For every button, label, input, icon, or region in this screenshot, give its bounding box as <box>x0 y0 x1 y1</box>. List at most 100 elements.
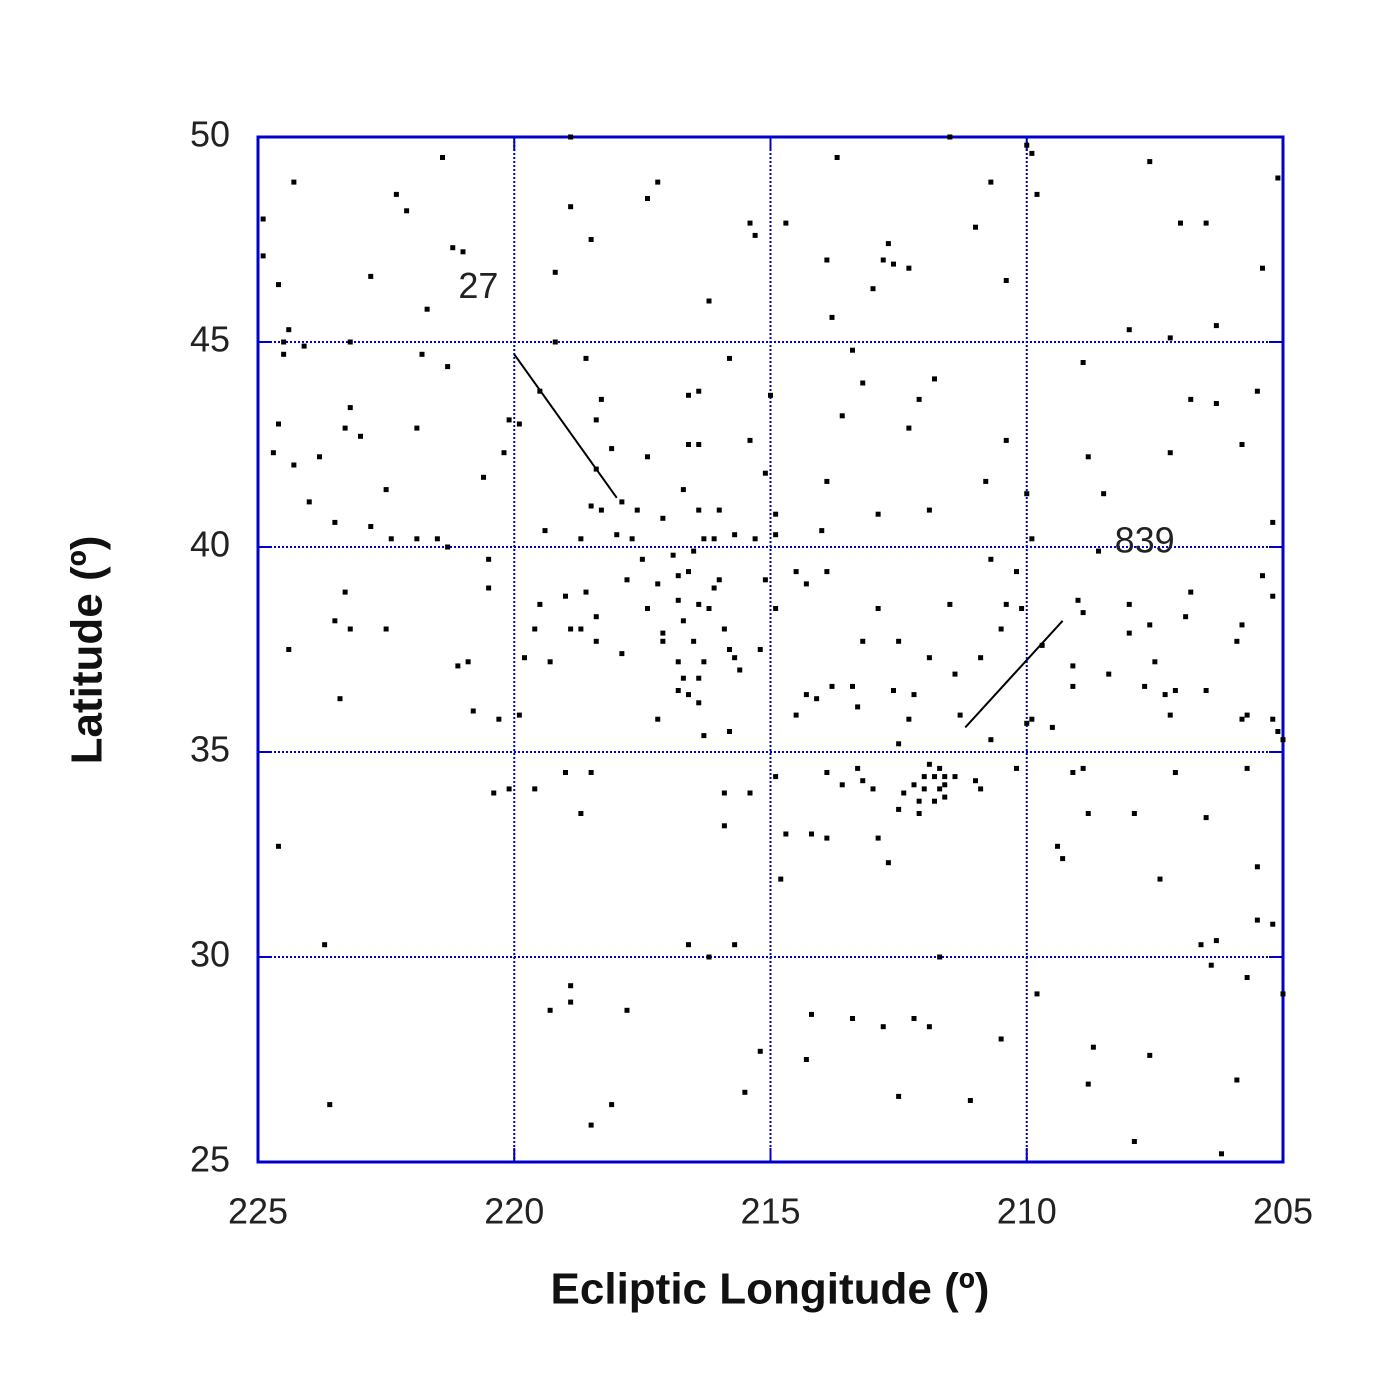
point <box>793 569 799 575</box>
point <box>506 786 512 792</box>
point <box>1234 638 1240 644</box>
point <box>593 417 599 423</box>
point <box>568 983 574 989</box>
point <box>1188 589 1194 595</box>
point <box>1260 573 1265 579</box>
point <box>660 630 666 636</box>
point <box>619 651 625 657</box>
point <box>926 761 932 767</box>
x-tick-label: 210 <box>997 1191 1057 1232</box>
point <box>516 421 522 427</box>
point <box>855 765 861 771</box>
point <box>588 1122 594 1128</box>
point <box>1239 622 1245 628</box>
point <box>686 692 691 698</box>
point <box>306 499 312 505</box>
point <box>1167 335 1173 341</box>
point <box>983 478 989 484</box>
point <box>967 1098 973 1103</box>
point <box>1101 491 1107 497</box>
point <box>727 647 732 652</box>
point <box>624 577 630 583</box>
point <box>942 774 948 780</box>
point <box>270 450 276 456</box>
point <box>639 556 645 562</box>
y-tick-label: 40 <box>190 524 230 565</box>
point <box>1188 396 1194 402</box>
point <box>860 380 866 386</box>
point <box>1126 630 1132 636</box>
point <box>260 253 266 259</box>
point <box>291 179 297 185</box>
point <box>691 638 697 644</box>
point <box>368 273 374 279</box>
track-line <box>513 353 618 499</box>
point <box>675 597 681 603</box>
point <box>629 536 635 542</box>
point <box>911 1016 917 1021</box>
x-tick-label: 205 <box>1253 1191 1313 1232</box>
point <box>1147 622 1153 628</box>
point <box>1162 692 1168 698</box>
point <box>317 454 322 460</box>
point <box>1280 737 1286 743</box>
point <box>706 298 712 304</box>
point <box>701 659 707 665</box>
point <box>470 708 476 714</box>
point <box>978 786 984 792</box>
point <box>332 618 338 624</box>
point <box>906 425 912 431</box>
point <box>388 536 394 542</box>
point <box>578 536 584 542</box>
point <box>1085 1081 1091 1087</box>
point <box>696 442 702 447</box>
point <box>1270 921 1276 927</box>
point <box>1183 614 1189 620</box>
point <box>973 778 978 784</box>
point <box>609 446 615 452</box>
point <box>880 1024 886 1030</box>
point <box>563 593 568 599</box>
point <box>885 860 891 866</box>
point <box>921 786 927 792</box>
point <box>727 729 732 734</box>
point <box>829 683 835 689</box>
point <box>768 392 773 398</box>
point <box>563 770 568 775</box>
point <box>911 692 917 698</box>
point <box>1014 569 1019 575</box>
point <box>465 659 471 665</box>
point <box>762 577 768 583</box>
point <box>773 774 779 780</box>
point <box>1049 724 1055 730</box>
point <box>696 507 702 513</box>
point <box>875 835 881 841</box>
point <box>696 675 702 681</box>
point <box>552 339 558 345</box>
point <box>568 626 574 632</box>
point <box>824 478 830 484</box>
point <box>747 790 753 796</box>
point <box>598 396 604 402</box>
point <box>486 556 492 562</box>
y-tick-label: 35 <box>190 729 230 770</box>
point <box>1147 159 1153 165</box>
point <box>424 306 430 312</box>
point <box>1270 519 1276 525</box>
point <box>706 606 712 611</box>
point <box>1244 975 1250 980</box>
point <box>824 569 830 575</box>
point <box>1213 938 1219 944</box>
point <box>747 437 753 443</box>
point <box>926 1024 932 1030</box>
point <box>988 556 994 562</box>
point <box>803 1057 809 1062</box>
point <box>455 663 461 669</box>
point <box>1106 671 1112 677</box>
point <box>747 220 753 226</box>
point <box>988 179 994 185</box>
point <box>891 688 896 693</box>
point <box>1270 593 1276 599</box>
point <box>368 524 374 529</box>
point <box>680 487 686 493</box>
